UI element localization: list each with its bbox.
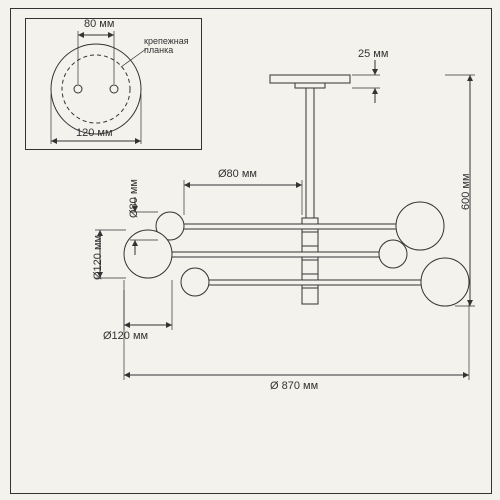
inset-top-label: 80 мм	[84, 18, 114, 30]
inset-bottom-label: 120 мм	[76, 127, 113, 139]
inset-side-label: крепежнаяпланка	[144, 37, 189, 55]
small-d-v-label: Ø80 мм	[128, 179, 140, 218]
cap-height-label: 25 мм	[358, 48, 388, 60]
height-label: 600 мм	[460, 173, 472, 210]
width-label: Ø 870 мм	[270, 380, 318, 392]
big-d-h-label: Ø120 мм	[103, 330, 148, 342]
small-d-h-label: Ø80 мм	[218, 168, 257, 180]
big-d-v-label: Ø120 мм	[92, 235, 104, 280]
inset-frame: 80 мм крепежнаяпланка 120 мм	[25, 18, 202, 150]
